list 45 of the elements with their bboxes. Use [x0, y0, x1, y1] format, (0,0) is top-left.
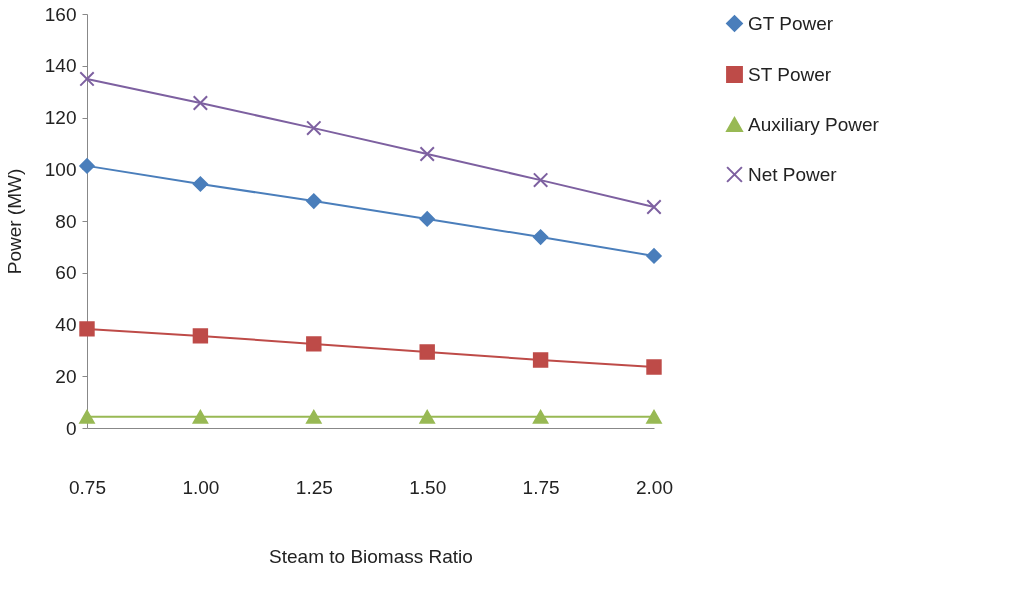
- point: [306, 336, 322, 352]
- point: [419, 410, 435, 424]
- point: [532, 172, 549, 188]
- legend-label: Auxiliary Power: [748, 113, 880, 135]
- point: [646, 410, 662, 424]
- y-tick-label: 60: [55, 262, 77, 284]
- point: [192, 328, 209, 344]
- point: [79, 321, 95, 337]
- x-tick-label: 0.75: [69, 476, 106, 498]
- point: [306, 120, 322, 136]
- y-tick-label: 0: [65, 417, 77, 439]
- point: [532, 229, 549, 245]
- legend-label: ST Power: [748, 63, 832, 85]
- point: [79, 71, 95, 87]
- y-tick-label: 120: [44, 107, 77, 128]
- point: [419, 146, 435, 162]
- x-tick-label: 1.50: [409, 476, 447, 498]
- point: [419, 211, 435, 227]
- point: [192, 410, 209, 424]
- point: [192, 95, 209, 111]
- point: [419, 344, 435, 360]
- point: [79, 410, 95, 424]
- point: [646, 199, 662, 215]
- x-tick-label: 1.25: [295, 476, 333, 498]
- y-tick-label: 40: [55, 314, 77, 335]
- point: [532, 410, 549, 424]
- y-axis-title: Power (MW): [3, 168, 25, 275]
- point: [646, 248, 662, 264]
- point: [306, 410, 322, 424]
- legend-label: Net Power: [748, 163, 838, 185]
- point: [306, 193, 322, 209]
- point: [646, 359, 662, 375]
- legend-label: GT Power: [748, 12, 834, 34]
- y-tick-label: 140: [44, 55, 77, 77]
- x-tick-label: 1.00: [182, 476, 220, 498]
- point: [532, 352, 549, 368]
- y-tick-label: 20: [55, 365, 77, 387]
- y-tick-label: 80: [55, 210, 77, 232]
- point: [192, 176, 209, 192]
- x-tick-label: 1.75: [522, 476, 560, 498]
- x-tick-label: 2.00: [636, 476, 673, 498]
- point: [79, 158, 95, 174]
- y-tick-label: 100: [44, 158, 77, 180]
- x-axis-title: Steam to Biomass Ratio: [269, 545, 473, 567]
- y-tick-label: 160: [44, 3, 77, 25]
